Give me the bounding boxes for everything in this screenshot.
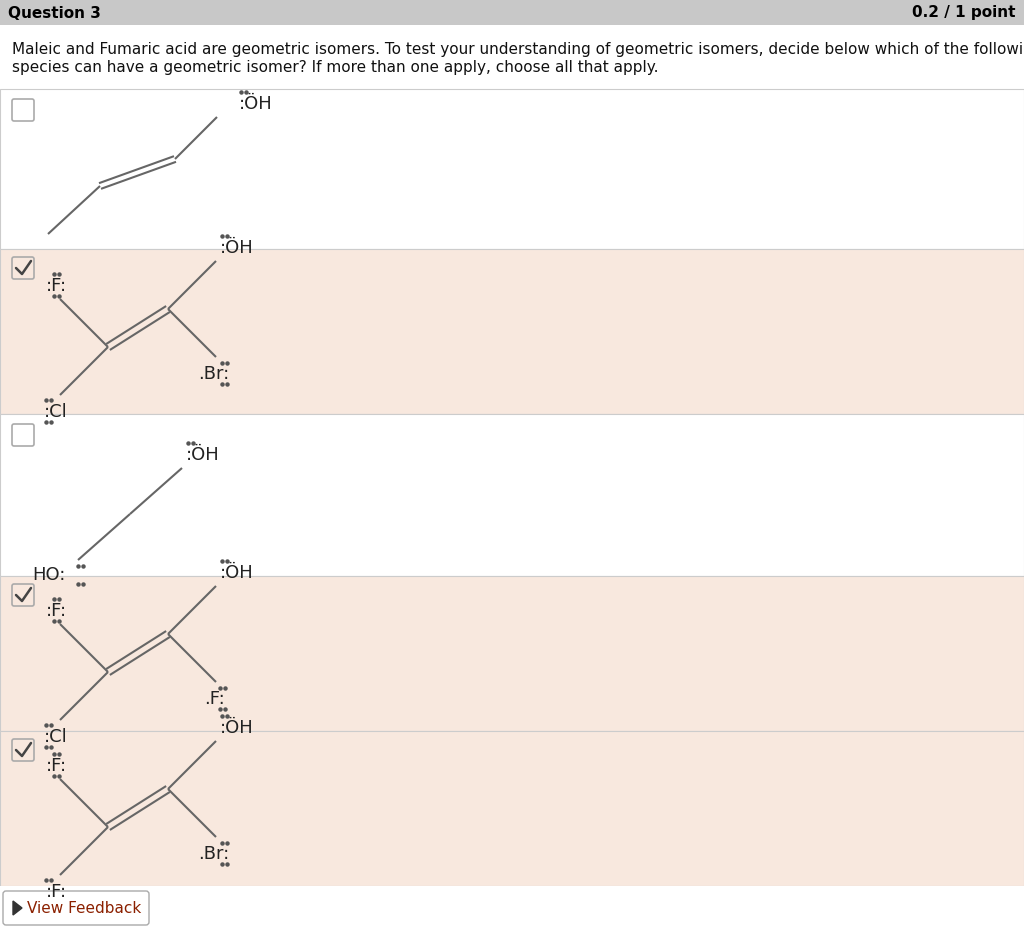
Bar — [0, 886, 1024, 894]
Text: :F:: :F: — [45, 602, 67, 620]
Text: :F:: :F: — [45, 883, 67, 900]
Text: .Br:: .Br: — [199, 365, 229, 383]
FancyBboxPatch shape — [12, 739, 34, 762]
Polygon shape — [13, 901, 22, 915]
Text: 0.2 / 1 point: 0.2 / 1 point — [912, 6, 1016, 21]
Text: View Feedback: View Feedback — [27, 901, 141, 916]
FancyBboxPatch shape — [12, 585, 34, 606]
Text: :Cl: :Cl — [44, 727, 68, 745]
Text: :ÖH: :ÖH — [220, 718, 254, 736]
Text: :F:: :F: — [45, 277, 67, 295]
Text: :ÖH: :ÖH — [220, 239, 254, 257]
FancyBboxPatch shape — [3, 891, 150, 925]
Bar — [0, 576, 1024, 731]
Text: .Br:: .Br: — [199, 844, 229, 863]
Text: :ÖH: :ÖH — [239, 95, 272, 113]
Bar — [0, 0, 1024, 26]
Bar — [0, 414, 1024, 576]
Text: .F:: .F: — [204, 689, 224, 707]
Text: :ÖH: :ÖH — [220, 564, 254, 582]
FancyBboxPatch shape — [12, 100, 34, 122]
Text: HO:: HO: — [33, 565, 66, 584]
Text: :F:: :F: — [45, 756, 67, 774]
FancyBboxPatch shape — [12, 425, 34, 446]
Text: :Cl: :Cl — [44, 403, 68, 421]
Bar — [0, 731, 1024, 886]
Bar — [0, 249, 1024, 414]
Text: species can have a geometric isomer? If more than one apply, choose all that app: species can have a geometric isomer? If … — [12, 60, 658, 75]
Text: Maleic and Fumaric acid are geometric isomers. To test your understanding of geo: Maleic and Fumaric acid are geometric is… — [12, 42, 1024, 57]
Text: :ÖH: :ÖH — [186, 446, 220, 464]
FancyBboxPatch shape — [12, 258, 34, 280]
Text: Question 3: Question 3 — [8, 6, 101, 21]
Bar — [0, 89, 1024, 249]
